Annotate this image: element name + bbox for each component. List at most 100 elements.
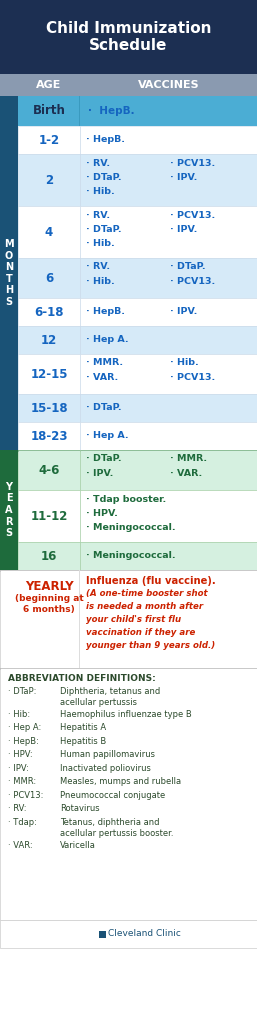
Text: Cleveland Clinic: Cleveland Clinic (108, 930, 181, 939)
Text: · HepB:: · HepB: (8, 737, 39, 745)
Text: · Tdap:: · Tdap: (8, 818, 37, 827)
Bar (18, 422, 80, 450)
Bar (80, 298, 257, 326)
Bar (80, 154, 257, 206)
Text: · VAR.: · VAR. (86, 373, 118, 382)
Text: 1-2: 1-2 (39, 133, 60, 146)
Text: VACCINES: VACCINES (138, 80, 199, 90)
Bar (0, 96, 257, 126)
Text: · HepB.: · HepB. (86, 135, 125, 144)
Text: M
O
N
T
H
S: M O N T H S (4, 239, 14, 307)
Bar (0, 668, 257, 670)
Text: · VAR.: · VAR. (170, 469, 202, 478)
Bar (80, 258, 257, 298)
Bar (80, 450, 257, 490)
Text: YEARLY: YEARLY (25, 580, 73, 593)
Text: Birth: Birth (33, 104, 66, 118)
Text: · VAR:: · VAR: (8, 841, 33, 850)
Text: Child Immunization
Schedule: Child Immunization Schedule (46, 20, 211, 53)
Bar (0, 668, 257, 920)
Text: 12: 12 (41, 334, 57, 346)
Text: Varicella: Varicella (60, 841, 96, 850)
Text: 15-18: 15-18 (30, 401, 68, 415)
Text: 6 months): 6 months) (23, 605, 75, 614)
Text: acellular pertussis: acellular pertussis (60, 698, 137, 708)
Text: Human papillomavirus: Human papillomavirus (60, 751, 155, 760)
Text: younger than 9 years old.): younger than 9 years old.) (86, 641, 215, 650)
Bar (0, 450, 257, 452)
Text: · Tdap booster.: · Tdap booster. (86, 496, 166, 504)
Text: · Hib:: · Hib: (8, 710, 30, 719)
Text: is needed a month after: is needed a month after (86, 602, 203, 611)
Text: ·  HepB.: · HepB. (88, 106, 135, 116)
Text: · IPV.: · IPV. (86, 469, 113, 478)
Text: · DTaP.: · DTaP. (170, 262, 206, 271)
Text: · HPV.: · HPV. (86, 509, 118, 518)
Text: 12-15: 12-15 (30, 368, 68, 381)
Text: · Hep A.: · Hep A. (86, 431, 128, 440)
Bar (80, 126, 257, 154)
Text: · Meningococcal.: · Meningococcal. (86, 552, 176, 560)
Text: · RV.: · RV. (86, 262, 110, 271)
Text: Measles, mumps and rubella: Measles, mumps and rubella (60, 777, 181, 786)
Bar (79, 96, 80, 126)
Text: · DTaP.: · DTaP. (86, 454, 122, 463)
Bar (18, 154, 80, 206)
Text: · RV.: · RV. (86, 159, 110, 168)
Bar (0, 0, 257, 74)
Text: Y
E
A
R
S: Y E A R S (5, 482, 13, 539)
Bar (80, 542, 257, 570)
Bar (17, 96, 18, 126)
Bar (0, 74, 257, 96)
Bar (0, 920, 257, 948)
Bar (80, 394, 257, 422)
Text: · DTaP.: · DTaP. (86, 403, 122, 413)
Bar (18, 542, 80, 570)
Bar (18, 258, 80, 298)
Text: · IPV.: · IPV. (170, 225, 197, 234)
Bar (18, 298, 80, 326)
Text: 11-12: 11-12 (30, 510, 68, 522)
Text: · DTaP.: · DTaP. (86, 173, 122, 182)
Text: · HPV:: · HPV: (8, 751, 33, 760)
Bar (0, 570, 257, 571)
Text: 4-6: 4-6 (38, 464, 60, 476)
Bar (98, 931, 106, 938)
Text: · DTaP:: · DTaP: (8, 687, 36, 696)
Text: · MMR.: · MMR. (86, 358, 123, 367)
Text: 18-23: 18-23 (30, 429, 68, 442)
Text: 6-18: 6-18 (34, 305, 64, 318)
Bar (80, 326, 257, 354)
Text: · Hib.: · Hib. (86, 240, 115, 248)
Text: · IPV:: · IPV: (8, 764, 29, 773)
Text: 2: 2 (45, 173, 53, 186)
Bar (0, 96, 18, 450)
Text: · PCV13.: · PCV13. (170, 211, 215, 220)
Text: · PCV13.: · PCV13. (170, 276, 215, 286)
Text: 6: 6 (45, 271, 53, 285)
Bar (18, 354, 80, 394)
Text: · IPV.: · IPV. (170, 173, 197, 182)
Text: · DTaP.: · DTaP. (86, 225, 122, 234)
Bar (80, 354, 257, 394)
Text: · IPV.: · IPV. (170, 307, 197, 316)
Bar (0, 570, 257, 668)
Text: · Hep A:: · Hep A: (8, 723, 41, 732)
Text: (A one-time booster shot: (A one-time booster shot (86, 589, 208, 598)
Bar (18, 326, 80, 354)
Text: · Hib.: · Hib. (86, 276, 115, 286)
Text: · Hib.: · Hib. (170, 358, 199, 367)
Text: ABBREVIATION DEFINITIONS:: ABBREVIATION DEFINITIONS: (8, 674, 156, 683)
Text: Hepatitis A: Hepatitis A (60, 723, 106, 732)
Text: (beginning at: (beginning at (15, 594, 83, 603)
Text: · MMR:: · MMR: (8, 777, 36, 786)
Text: vaccination if they are: vaccination if they are (86, 628, 195, 637)
Text: Inactivated poliovirus: Inactivated poliovirus (60, 764, 151, 773)
Bar (79, 570, 80, 668)
Text: Pneumococcal conjugate: Pneumococcal conjugate (60, 791, 165, 800)
Bar (80, 490, 257, 542)
Text: AGE: AGE (36, 80, 62, 90)
Bar (0, 450, 18, 570)
Text: · Hib.: · Hib. (86, 187, 115, 197)
Text: 16: 16 (41, 550, 57, 562)
